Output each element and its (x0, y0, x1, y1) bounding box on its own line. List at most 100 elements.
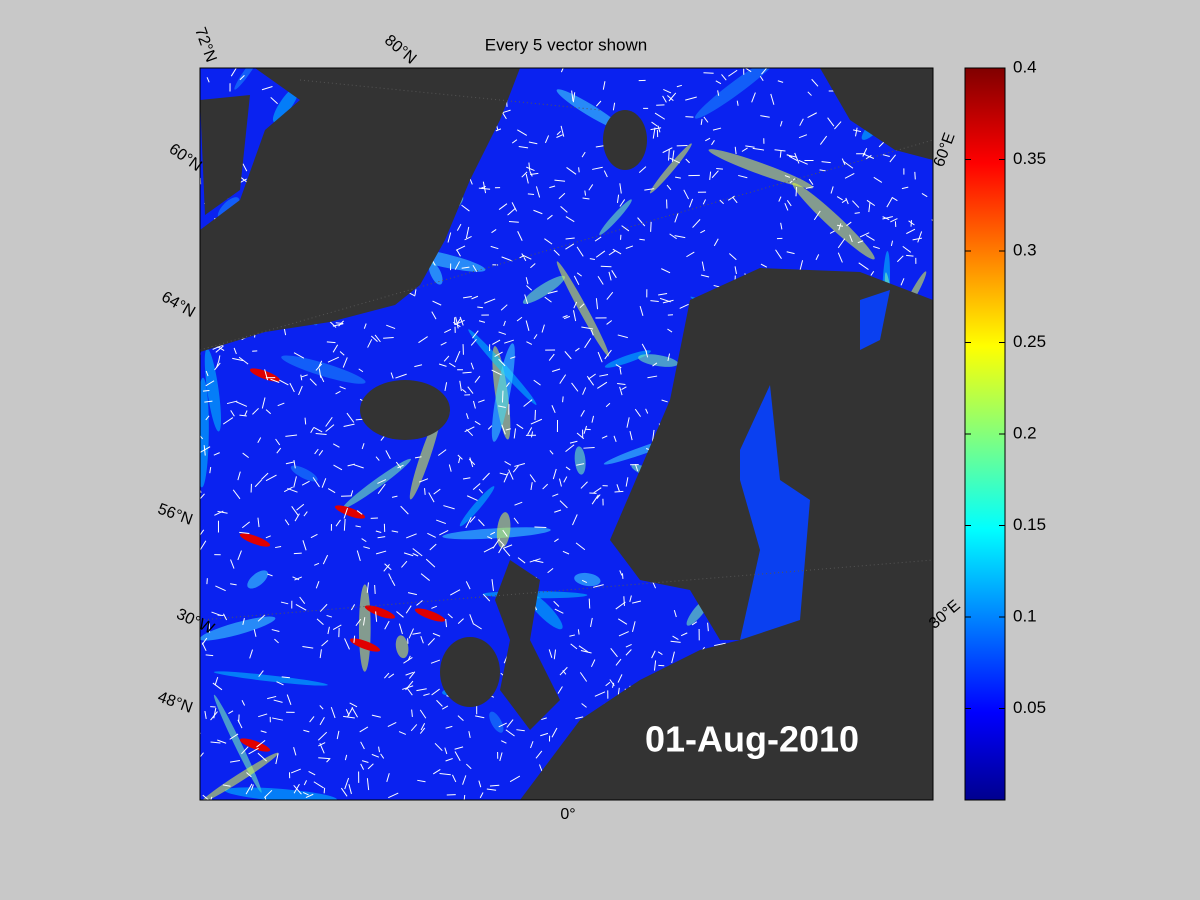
velocity-vector (217, 510, 228, 514)
velocity-vector (230, 410, 235, 417)
velocity-vector (741, 147, 748, 152)
velocity-vector (593, 584, 604, 588)
velocity-vector (498, 544, 504, 554)
velocity-vector (836, 196, 843, 201)
velocity-vector (383, 563, 390, 572)
velocity-vector (608, 250, 616, 256)
velocity-vector (501, 740, 507, 744)
velocity-vector (784, 203, 789, 211)
velocity-vector (507, 207, 516, 216)
velocity-vector (363, 323, 367, 329)
velocity-vector (510, 356, 516, 359)
velocity-vector (900, 278, 905, 286)
velocity-vector (303, 729, 310, 733)
velocity-vector (638, 166, 647, 174)
velocity-vector (302, 540, 307, 551)
velocity-vector (445, 619, 448, 628)
velocity-vector (608, 271, 612, 281)
current-streak (290, 465, 318, 482)
velocity-vector (338, 320, 344, 327)
velocity-vector (548, 649, 553, 658)
velocity-vector (505, 428, 511, 431)
velocity-vector (366, 778, 370, 791)
velocity-vector (575, 716, 584, 720)
velocity-vector (280, 601, 289, 605)
velocity-vector (319, 716, 325, 726)
velocity-vector (478, 780, 482, 788)
velocity-vector (361, 443, 365, 450)
velocity-vector (859, 232, 870, 238)
velocity-vector (508, 469, 514, 480)
velocity-vector (511, 139, 518, 144)
velocity-vector (565, 216, 575, 223)
velocity-vector (200, 529, 205, 536)
current-streak (496, 512, 511, 548)
velocity-vector (283, 486, 293, 493)
velocity-vector (670, 640, 681, 643)
velocity-vector (610, 648, 618, 658)
velocity-vector (612, 248, 622, 255)
velocity-vector (650, 221, 652, 232)
velocity-vector (595, 250, 606, 258)
current-streak (395, 635, 409, 659)
sea (740, 385, 810, 640)
velocity-vector (667, 328, 673, 333)
velocity-vector (653, 660, 657, 671)
velocity-vector (544, 238, 553, 245)
velocity-vector (477, 399, 485, 403)
velocity-vector (332, 344, 339, 353)
velocity-vector (547, 568, 554, 574)
velocity-vector (295, 604, 307, 611)
velocity-vector (577, 629, 580, 635)
velocity-vector (319, 603, 328, 612)
velocity-vector (565, 466, 571, 471)
velocity-vector (436, 519, 446, 525)
velocity-vector (719, 199, 724, 205)
velocity-vector (304, 417, 307, 425)
velocity-vector (590, 617, 593, 628)
velocity-vector (807, 91, 812, 96)
velocity-vector (584, 190, 587, 196)
velocity-vector (294, 576, 303, 581)
velocity-vector (375, 611, 378, 622)
velocity-vector (370, 335, 378, 342)
velocity-vector (377, 483, 386, 494)
velocity-vector (257, 517, 260, 528)
velocity-vector (271, 629, 280, 632)
velocity-vector (386, 324, 396, 330)
velocity-vector (580, 650, 592, 654)
velocity-vector (360, 741, 365, 750)
velocity-vector (336, 730, 340, 740)
velocity-vector (461, 388, 467, 394)
velocity-vector (786, 251, 795, 255)
velocity-vector (671, 651, 675, 664)
velocity-vector (672, 635, 679, 641)
graticule-label: 60°N (166, 141, 205, 175)
current-core (349, 638, 381, 652)
velocity-vector (492, 339, 501, 345)
velocity-vector (845, 197, 849, 205)
velocity-vector (308, 770, 316, 776)
velocity-vector (484, 298, 496, 304)
velocity-vector (303, 780, 307, 786)
velocity-vector (273, 699, 283, 703)
velocity-vector (405, 671, 414, 676)
velocity-vector (572, 514, 578, 526)
velocity-vector (712, 127, 722, 131)
current-core (249, 368, 281, 382)
velocity-vector (318, 757, 330, 760)
velocity-vector (303, 511, 308, 517)
current-streak (574, 446, 586, 475)
velocity-vector (444, 747, 448, 755)
velocity-vector (457, 454, 463, 460)
colorbar-tick-label: 0.4 (1013, 57, 1037, 76)
velocity-vector (576, 246, 584, 257)
velocity-vector (611, 270, 617, 279)
colorbar-tick-label: 0.1 (1013, 606, 1037, 625)
velocity-vector (200, 493, 205, 500)
velocity-vector (870, 270, 875, 276)
velocity-vector (821, 161, 831, 164)
velocity-vector (786, 154, 797, 158)
velocity-vector (530, 418, 543, 425)
velocity-vector (569, 440, 578, 444)
